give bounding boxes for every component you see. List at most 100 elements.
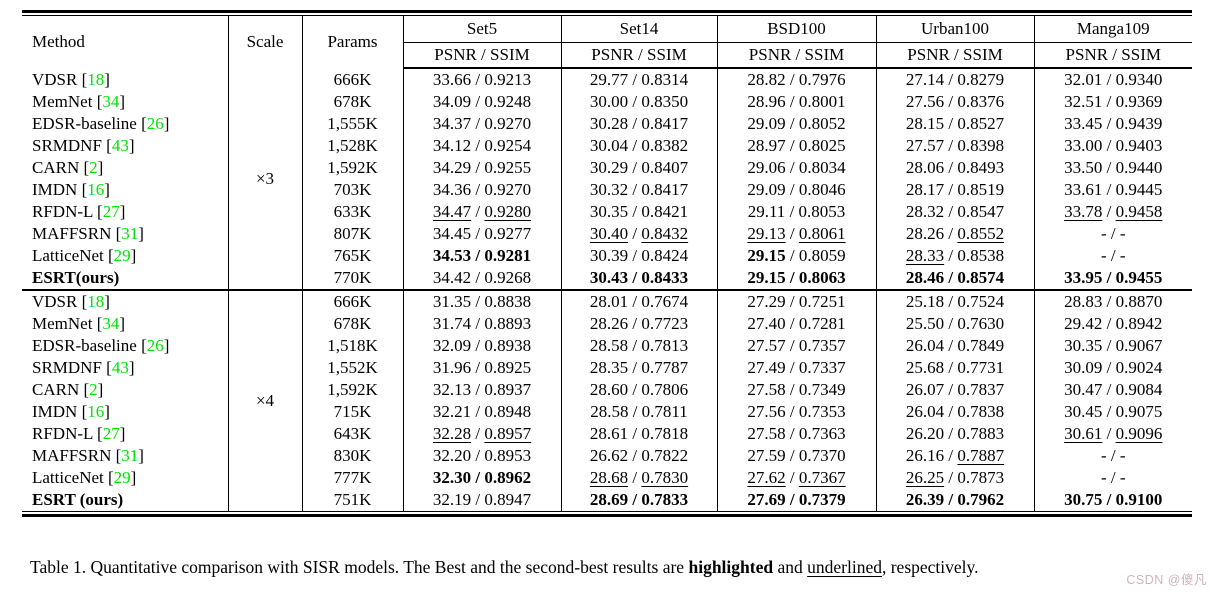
citation-number: 27 [102,202,120,221]
psnr-ssim-cell: 27.56 / 0.8376 [875,91,1034,113]
ssim-value: 0.8061 [798,224,846,243]
table-row: RFDN-L [27] 643K 32.28 / 0.8957 28.61 / 0.7… [22,423,1192,445]
value-separator: / [471,380,485,399]
method-name: SRMDNF [32,136,102,155]
ssim-value: 0.8424 [641,246,689,265]
citation-number: 26 [146,114,164,133]
ssim-value: 0.9455 [1115,268,1163,287]
caption-text: , respectively. [881,557,979,577]
method-cell: MemNet [34] [32,314,126,333]
citation-number: 43 [111,136,129,155]
results-table: Method Scale Params Set5 Set14 BSD100 Ur… [22,16,1192,511]
ssim-value: 0.7806 [641,380,689,399]
value-separator: / [471,246,485,265]
table-row: RFDN-L [27] 633K 34.47 / 0.9280 30.35 / 0.8… [22,201,1192,223]
psnr-value: 28.35 [589,358,629,377]
table-row: VDSR [18] ×4 666K 31.35 / 0.8838 28.01 / 0.7… [22,289,1192,511]
value-separator: / [628,246,642,265]
col-header-scale: Scale [227,16,302,68]
psnr-ssim-cell: 28.06 / 0.8493 [875,157,1034,179]
psnr-ssim-cell: 32.01 / 0.9340 [1033,68,1192,91]
value-separator: / [944,202,958,221]
method-name: ESRT (ours) [32,490,124,509]
ssim-value: 0.7838 [957,402,1005,421]
psnr-value: 30.00 [589,92,629,111]
value-separator: / [471,268,485,287]
ssim-value: 0.8942 [1115,314,1163,333]
psnr-value: 27.57 [747,336,786,355]
value-separator: / [1102,380,1116,399]
value-separator: / [628,202,642,221]
value-separator: / [944,446,958,465]
psnr-value: 31.74 [432,314,472,333]
value-separator: / [785,336,799,355]
psnr-value: 28.32 [905,202,945,221]
table-row: CARN [2] 1,592K 32.13 / 0.8937 28.60 / 0.78… [22,379,1192,401]
psnr-value: 25.18 [905,292,945,311]
psnr-value: 25.50 [905,314,945,333]
params-cell: 633K [301,201,403,223]
value-separator: / [1102,268,1116,287]
ssim-value: 0.8948 [484,402,532,421]
psnr-ssim-cell: 33.61 / 0.9445 [1033,179,1192,201]
table-row: VDSR [18] ×3 666K 33.66 / 0.9213 29.77 / 0.8… [22,68,1192,290]
ssim-value: 0.8046 [798,180,846,199]
ssim-value: 0.9458 [1115,202,1163,221]
psnr-value: 31.35 [432,292,472,311]
ssim-value: 0.7976 [798,70,846,89]
ssim-value: 0.7674 [641,292,689,311]
psnr-value: 28.60 [589,380,629,399]
value-separator: / [785,136,799,155]
caption-text: Table 1. Quantitative comparison with SI… [30,557,689,577]
value-separator: / [785,468,799,487]
method-cell: CARN [2] [32,380,104,399]
psnr-ssim-cell: - / - [1033,245,1192,267]
citation-number: 2 [89,380,98,399]
value-separator: / [471,446,485,465]
citation-number: 18 [87,292,105,311]
ssim-value: 0.8433 [641,268,689,287]
value-separator: / [471,292,485,311]
psnr-value: 28.97 [747,136,786,155]
psnr-value: 30.04 [589,136,629,155]
psnr-value: 34.37 [432,114,472,133]
psnr-value: 34.53 [432,246,472,265]
value-separator: / [944,292,958,311]
value-separator: / [1106,224,1120,243]
ssim-value: 0.8547 [957,202,1005,221]
method-cell: CARN [2] [32,158,104,177]
psnr-ssim-cell: 30.29 / 0.8407 [560,157,717,179]
psnr-ssim-cell: 33.95 / 0.9455 [1033,267,1192,290]
psnr-value: 27.57 [905,136,945,155]
ssim-value: 0.9024 [1115,358,1163,377]
method-cell: MAFFSRN [31] [32,224,144,243]
ssim-value: 0.9445 [1115,180,1163,199]
psnr-value: 26.62 [589,446,629,465]
ssim-value: 0.7873 [957,468,1005,487]
psnr-ssim-cell: 33.66 / 0.9213 [402,68,561,91]
caption-underlined-word: underlined [807,557,882,577]
psnr-ssim-cell: 30.47 / 0.9084 [1033,379,1192,401]
value-separator: / [785,446,799,465]
value-separator: / [1102,180,1116,199]
params-cell: 751K [301,489,403,511]
psnr-value: 34.09 [432,92,472,111]
value-separator: / [1102,114,1116,133]
ssim-value: 0.8417 [641,114,689,133]
psnr-value: 28.15 [905,114,945,133]
psnr-ssim-cell: 26.25 / 0.7873 [875,467,1034,489]
psnr-ssim-cell: 28.69 / 0.7833 [560,489,717,511]
value-separator: / [471,202,485,221]
value-separator: / [785,358,799,377]
psnr-ssim-cell: 27.14 / 0.8279 [875,68,1034,91]
value-separator: / [944,490,958,509]
ssim-value: 0.9270 [484,114,532,133]
psnr-value: 34.12 [432,136,472,155]
subheader-psnr-ssim: PSNR / SSIM [402,42,561,69]
psnr-ssim-cell: 32.21 / 0.8948 [402,401,561,423]
psnr-ssim-cell: 29.09 / 0.8046 [716,179,876,201]
caption-highlighted-word: highlighted [688,557,774,577]
ssim-value: 0.7337 [798,358,846,377]
psnr-ssim-cell: 28.96 / 0.8001 [716,91,876,113]
psnr-value: 30.75 [1064,490,1103,509]
